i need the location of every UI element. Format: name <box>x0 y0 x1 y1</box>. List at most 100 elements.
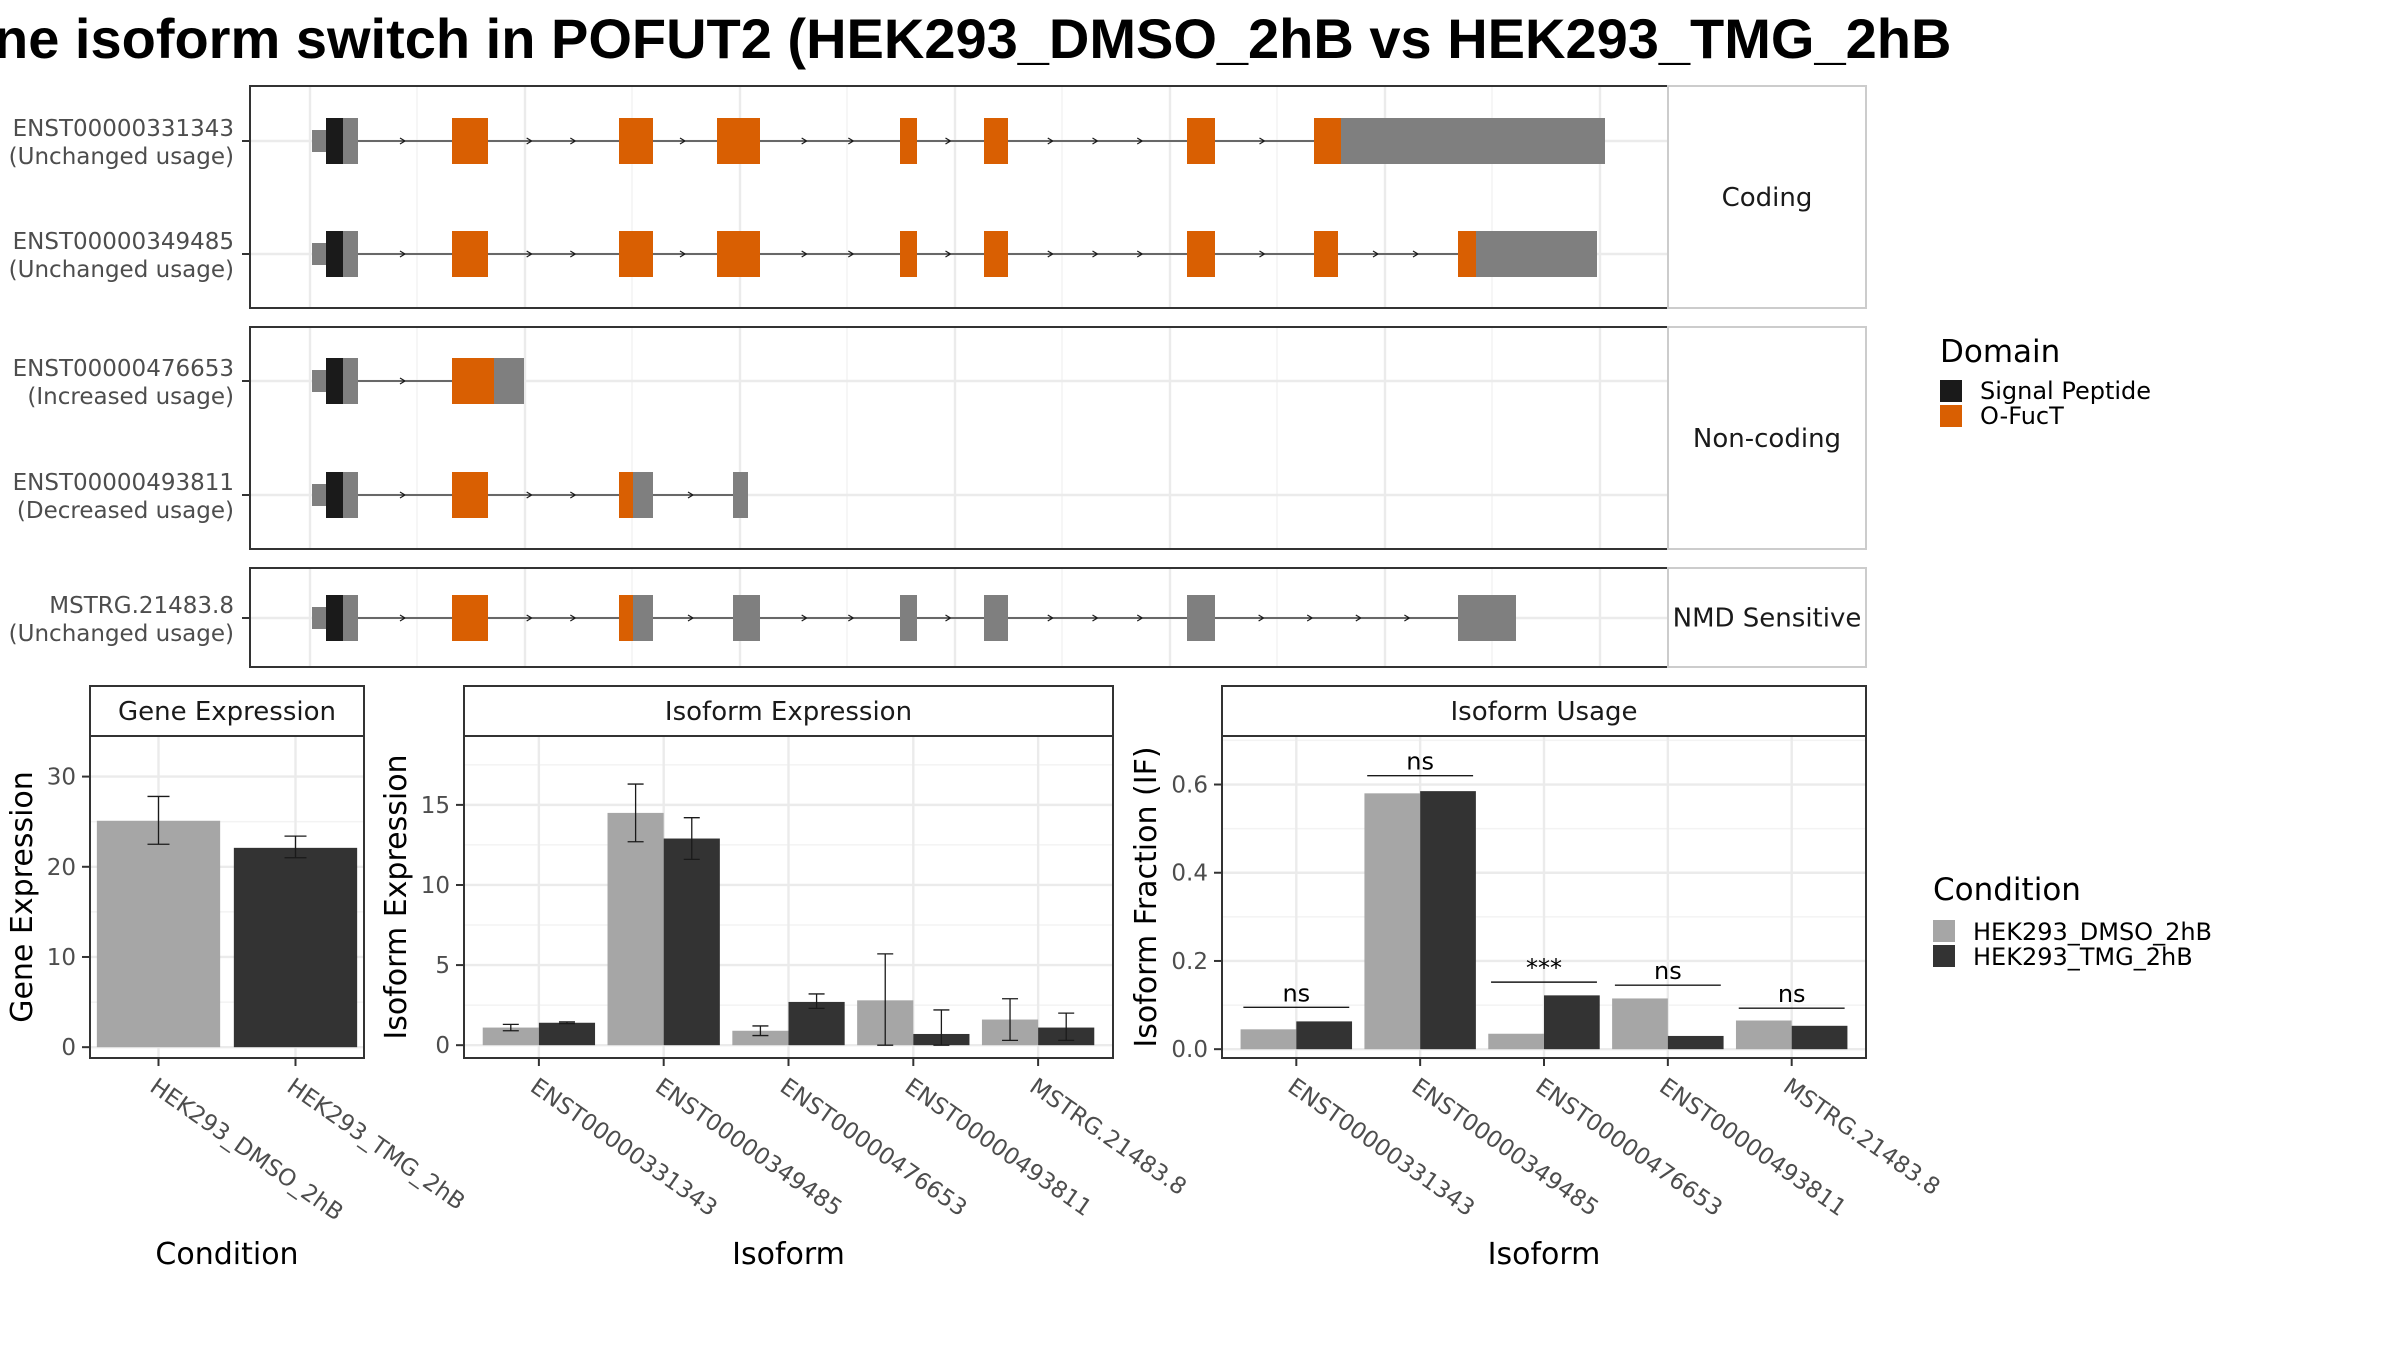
structure-group-label: Coding <box>1722 183 1813 213</box>
direction-arrow <box>848 250 855 258</box>
exon <box>1366 118 1605 164</box>
direction-arrow <box>1136 250 1144 258</box>
exon <box>1458 595 1516 641</box>
exon <box>312 243 326 265</box>
bar-dmso <box>607 812 664 1046</box>
direction-arrow <box>1092 614 1099 622</box>
isoform-expression-panel: Isoform Expression051015ENST00000331343E… <box>379 685 1191 1272</box>
transcript-id-label: ENST00000331343 <box>13 116 234 142</box>
direction-arrow <box>1047 137 1054 145</box>
direction-arrow <box>1136 137 1144 145</box>
transcript-usage-label: (Unchanged usage) <box>9 621 234 647</box>
y-tick-label: 0.4 <box>1171 861 1208 887</box>
direction-arrow <box>399 491 407 499</box>
exon-ofuct-domain <box>1458 231 1476 277</box>
direction-arrow <box>570 137 577 145</box>
exon <box>343 472 358 518</box>
significance-label: ns <box>1654 957 1682 985</box>
exon-ofuct-domain <box>619 118 653 164</box>
direction-arrow <box>399 137 407 145</box>
bar-tmg <box>1667 1035 1724 1050</box>
direction-arrow <box>399 250 407 258</box>
exon <box>343 358 358 404</box>
direction-arrow <box>679 137 687 145</box>
exon <box>733 595 750 641</box>
exon <box>343 595 358 641</box>
bar-dmso <box>1735 1020 1792 1050</box>
direction-arrow <box>1259 137 1266 145</box>
exon <box>1496 231 1597 277</box>
exon <box>312 607 326 629</box>
direction-arrow <box>570 614 577 622</box>
panel-strip <box>89 685 365 737</box>
direction-arrow <box>526 491 533 499</box>
y-tick-label: 0 <box>435 1033 450 1059</box>
direction-arrow <box>1259 250 1266 258</box>
bar-tmg <box>1296 1021 1353 1050</box>
direction-arrow <box>570 250 577 258</box>
significance-label: ns <box>1282 979 1310 1007</box>
direction-arrow <box>679 250 687 258</box>
exon <box>1187 595 1215 641</box>
domain-legend-key <box>1940 405 1962 427</box>
direction-arrow <box>945 250 952 258</box>
direction-arrow <box>1136 614 1144 622</box>
exon-ofuct-domain <box>452 472 488 518</box>
y-tick-label: 0.0 <box>1171 1037 1208 1063</box>
transcript-id-label: ENST00000476653 <box>13 356 234 382</box>
exon <box>343 118 358 164</box>
transcript-usage-label: (Decreased usage) <box>17 498 234 524</box>
bar-dmso <box>482 1027 539 1046</box>
transcript-usage-label: (Unchanged usage) <box>9 257 234 283</box>
direction-arrow <box>1047 614 1054 622</box>
exon-ofuct-domain <box>452 595 488 641</box>
transcript-usage-label: (Unchanged usage) <box>9 144 234 170</box>
transcript-id-label: MSTRG.21483.8 <box>49 593 234 619</box>
bar-dmso <box>96 820 221 1048</box>
x-axis-title: Isoform <box>1488 1237 1601 1272</box>
condition-legend-key <box>1933 920 1955 942</box>
direction-arrow <box>1092 137 1099 145</box>
exon <box>312 370 326 392</box>
direction-arrow <box>1306 614 1314 622</box>
transcript-structure-panel: Coding Non-coding NMD Sensitive ENST0000033… <box>9 85 1867 668</box>
exon <box>744 472 748 518</box>
y-tick-label: 20 <box>47 855 76 881</box>
direction-arrow <box>399 614 407 622</box>
exon-ofuct-domain <box>619 472 633 518</box>
exon-ofuct-domain <box>452 231 488 277</box>
direction-arrow <box>801 614 808 622</box>
direction-arrow <box>848 137 855 145</box>
direction-arrow <box>1355 614 1362 622</box>
y-tick-label: 15 <box>421 793 450 819</box>
y-tick-label: 0.6 <box>1171 773 1208 799</box>
domain-legend-title: Domain <box>1940 334 2060 370</box>
structure-group-strip <box>1667 567 1867 668</box>
y-tick-label: 10 <box>421 873 450 899</box>
structure-group-strip <box>1667 85 1867 309</box>
bar-tmg <box>1544 995 1600 1050</box>
y-tick-label: 0.2 <box>1171 949 1208 975</box>
condition-legend-key <box>1933 945 1955 967</box>
bar-tmg <box>233 847 358 1048</box>
significance-label: ns <box>1778 980 1806 1008</box>
exon-signal-peptide <box>326 118 343 164</box>
exon <box>494 358 524 404</box>
bar-dmso <box>1612 998 1668 1050</box>
panel-strip-label: Isoform Usage <box>1450 697 1637 727</box>
bar-tmg <box>663 838 720 1046</box>
exon <box>343 231 358 277</box>
bar-tmg <box>538 1022 596 1046</box>
significance-label: *** <box>1526 954 1562 982</box>
domain-legend-label: O-FucT <box>1980 402 2064 430</box>
condition-legend-label: HEK293_TMG_2hB <box>1973 943 2193 971</box>
bar-tmg <box>1420 791 1476 1050</box>
exon-ofuct-domain <box>1314 231 1338 277</box>
structure-group-label: Non-coding <box>1693 424 1841 454</box>
direction-arrow <box>687 614 695 622</box>
condition-legend-title: Condition <box>1933 872 2081 908</box>
exon <box>733 472 744 518</box>
direction-arrow <box>526 250 533 258</box>
bar-dmso <box>1240 1029 1297 1050</box>
